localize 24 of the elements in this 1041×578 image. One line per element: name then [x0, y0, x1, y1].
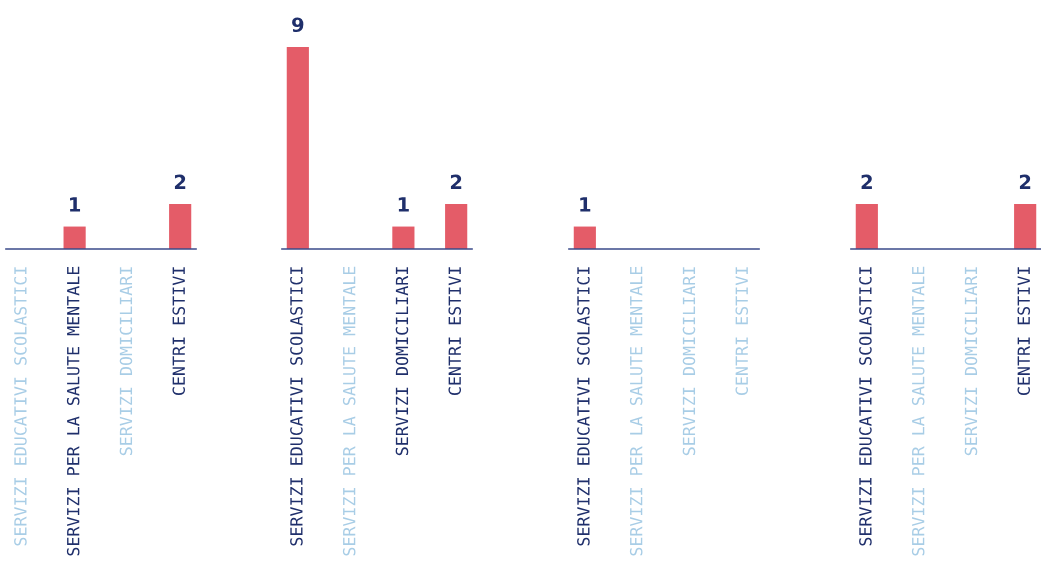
x-tick-label: CENTRI ESTIVI — [735, 267, 749, 395]
data-label: 1 — [70, 197, 81, 212]
x-tick-label: SERVIZI DOMICILIARI — [964, 267, 978, 456]
x-tick-label: SERVIZI EDUCATIVI SCOLASTICI — [577, 267, 590, 546]
x-tick-label: CENTRI ESTIVI — [1017, 267, 1031, 395]
x-tick-label: SERVIZI EDUCATIVI SCOLASTICI — [859, 267, 872, 546]
data-label: 2 — [861, 174, 872, 189]
x-tick-label: SERVIZI PER LA SALUTE MENTALE — [342, 266, 356, 556]
x-tick-label: SERVIZI PER LA SALUTE MENTALE — [66, 266, 80, 556]
x-tick-label: SERVIZI PER LA SALUTE MENTALE — [629, 266, 643, 556]
x-tick-label: CENTRI ESTIVI — [172, 267, 186, 395]
x-tick-label: SERVIZI DOMICILIARI — [395, 267, 409, 456]
x-tick-label: CENTRI ESTIVI — [448, 267, 462, 395]
x-tick-label: SERVIZI DOMICILIARI — [682, 267, 696, 456]
data-label: 1 — [580, 197, 591, 212]
x-tick-label: SERVIZI EDUCATIVI SCOLASTICI — [290, 267, 303, 546]
x-tick-label: SERVIZI PER LA SALUTE MENTALE — [911, 266, 925, 556]
data-label: 2 — [450, 174, 462, 189]
x-tick-label: SERVIZI DOMICILIARI — [119, 267, 133, 456]
x-tick-label: SERVIZI EDUCATIVI SCOLASTICI — [14, 267, 27, 546]
data-label: 2 — [1019, 174, 1031, 189]
data-label: 2 — [174, 174, 186, 189]
data-label: 1 — [398, 197, 409, 212]
data-label: 9 — [292, 17, 304, 33]
